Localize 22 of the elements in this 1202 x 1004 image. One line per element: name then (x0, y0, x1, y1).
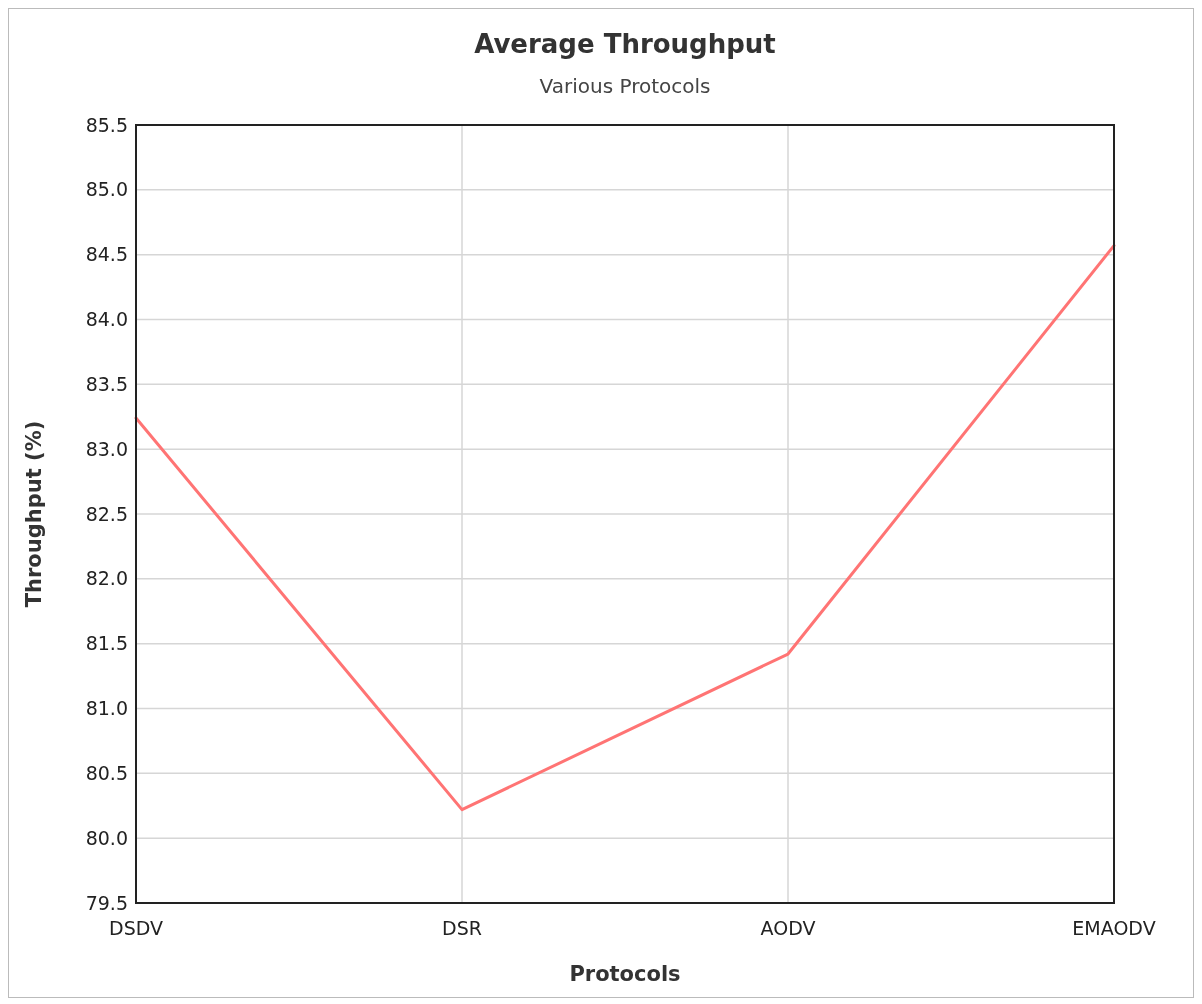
chart-title: Average Throughput (474, 29, 776, 59)
y-tick-label: 79.5 (85, 891, 128, 914)
line-series (134, 244, 1116, 812)
x-axis-title: Protocols (569, 962, 681, 986)
y-tick-label: 81.0 (85, 697, 128, 720)
x-tick-label: EMAODV (1072, 917, 1156, 939)
x-tick-label: DSDV (109, 917, 163, 939)
y-tick-label: 85.5 (85, 113, 128, 136)
chart-subtitle: Various Protocols (539, 74, 711, 98)
y-tick-label: 82.5 (85, 502, 128, 525)
y-tick-label: 82.0 (85, 567, 128, 590)
y-tick-label: 85.0 (85, 178, 128, 201)
y-tick-label: 81.5 (85, 632, 128, 655)
y-tick-label: 80.0 (85, 826, 128, 849)
y-tick-label: 84.0 (85, 308, 128, 331)
y-tick-label: 84.5 (85, 243, 128, 266)
y-tick-label: 80.5 (85, 761, 128, 784)
y-tick-label: 83.5 (85, 372, 128, 395)
y-axis-title: Throughput (%) (22, 420, 46, 608)
x-tick-label: DSR (442, 917, 482, 939)
x-tick-label: AODV (760, 917, 816, 939)
y-tick-label: 83.0 (85, 437, 128, 460)
